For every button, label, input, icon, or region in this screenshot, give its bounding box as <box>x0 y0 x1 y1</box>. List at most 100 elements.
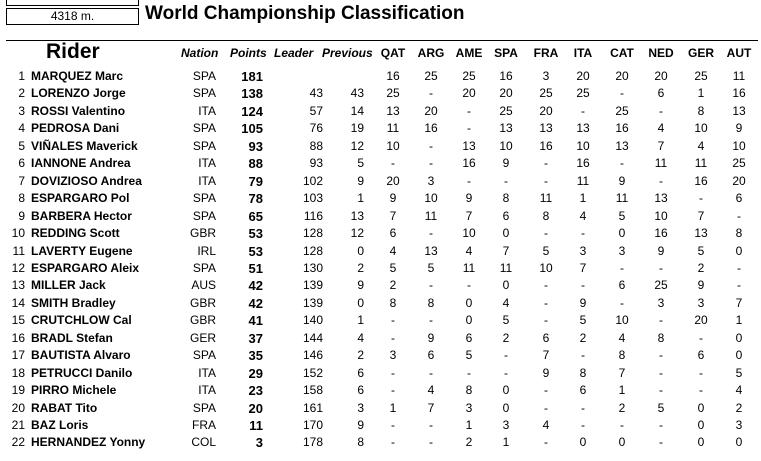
race-points-fra: 7 <box>542 348 550 363</box>
rider-name: HERNANDEZ Yonny <box>31 435 146 450</box>
race-points-ger: 4 <box>697 138 705 153</box>
race-points-ita: 20 <box>576 69 590 83</box>
rider-nation: ITA <box>198 383 216 398</box>
rider-points: 42 <box>248 295 263 311</box>
rider-nation: SPA <box>192 260 216 275</box>
rider-position: 2 <box>18 86 25 101</box>
race-points-ame: 0 <box>465 295 473 310</box>
gap-to-previous: 0 <box>357 243 364 258</box>
race-points-aut: 8 <box>735 226 743 241</box>
race-points-ned: 25 <box>654 278 668 293</box>
table-row: 4 PEDROSA Dani SPA 105 76 19 11 16 - 13 13 13 16 4 10 9 <box>0 120 761 138</box>
race-points-ita: 3 <box>579 243 587 258</box>
race-points-aut: 6 <box>735 191 743 206</box>
race-points-aut: - <box>737 278 741 293</box>
race-points-fra: - <box>544 226 548 241</box>
table-row: 17 BAUTISTA Alvaro SPA 35 146 2 3 6 5 - 7 - 8 - 6 0 <box>0 347 761 365</box>
race-points-ger: 16 <box>694 173 708 188</box>
rider-points: 79 <box>248 173 263 189</box>
race-points-fra: 10 <box>539 260 553 275</box>
rider-points: 23 <box>248 383 263 399</box>
race-points-spa: 7 <box>502 243 510 258</box>
race-points-ger: 8 <box>697 103 705 118</box>
race-points-fra: 4 <box>542 418 550 432</box>
race-points-spa: 20 <box>499 86 513 101</box>
race-points-ned: - <box>659 173 663 188</box>
race-points-ned: - <box>659 365 663 380</box>
race-points-cat: 25 <box>615 103 629 118</box>
rider-position: 21 <box>11 418 25 432</box>
race-points-ame: 0 <box>465 313 473 328</box>
gap-to-leader: 139 <box>302 295 323 310</box>
race-points-ned: 7 <box>657 138 665 153</box>
rider-position: 7 <box>18 173 25 188</box>
gap-to-leader: 43 <box>309 86 323 101</box>
gap-to-previous: 13 <box>350 208 364 223</box>
rider-position: 22 <box>11 435 25 450</box>
race-points-ger: 7 <box>697 208 705 223</box>
race-points-aut: 16 <box>732 86 746 101</box>
race-points-fra: 11 <box>539 191 553 206</box>
rider-points: 51 <box>248 260 263 276</box>
race-points-ned: 11 <box>654 156 668 171</box>
race-points-arg: 10 <box>424 191 438 206</box>
race-points-aut: 5 <box>735 365 743 380</box>
race-points-fra: - <box>544 278 548 293</box>
race-points-cat: - <box>620 86 624 101</box>
race-points-cat: 16 <box>615 121 629 136</box>
race-points-aut: 25 <box>732 156 746 171</box>
race-points-ger: 2 <box>697 260 705 275</box>
rider-points: 11 <box>249 418 263 433</box>
gap-to-previous: 12 <box>350 138 364 153</box>
rider-name: BAUTISTA Alvaro <box>31 348 131 363</box>
race-points-ita: - <box>581 400 585 415</box>
race-points-qat: - <box>391 435 395 450</box>
race-points-cat: 11 <box>615 191 629 206</box>
race-points-qat: 11 <box>386 121 400 136</box>
col-header-race-ger: GER <box>687 46 714 60</box>
race-points-ned: 8 <box>657 330 665 345</box>
rider-name: BARBERA Hector <box>31 208 132 223</box>
race-points-spa: 25 <box>499 103 513 118</box>
race-points-ita: 1 <box>579 191 587 206</box>
race-points-ame: - <box>467 173 471 188</box>
table-row: 6 IANNONE Andrea ITA 88 93 5 - - 16 9 - 16 - 11 11 25 <box>0 155 761 173</box>
race-points-ame: 4 <box>465 243 473 258</box>
col-header-rider: Rider <box>46 40 100 63</box>
race-points-fra: 8 <box>542 208 550 223</box>
rider-name: REDDING Scott <box>31 226 120 241</box>
race-points-cat: - <box>620 260 624 275</box>
race-points-ame: 1 <box>465 418 473 432</box>
rider-name: MILLER Jack <box>31 278 106 293</box>
col-header-race-fra: FRA <box>533 46 559 60</box>
rider-nation: SPA <box>192 121 216 136</box>
race-points-ned: 20 <box>654 69 668 83</box>
gap-to-previous: 8 <box>357 435 364 450</box>
race-points-aut: 7 <box>735 295 743 310</box>
rider-name: PETRUCCI Danilo <box>31 365 133 380</box>
race-points-arg: 16 <box>424 121 438 136</box>
gap-to-previous: 1 <box>357 313 364 328</box>
table-row: 8 ESPARGARO Pol SPA 78 103 1 9 10 9 8 11 1 11 13-6 <box>0 190 761 208</box>
race-points-ita: 4 <box>579 208 587 223</box>
gap-to-previous: 9 <box>357 418 364 432</box>
race-points-ger: 0 <box>697 435 705 450</box>
race-points-cat: 1 <box>618 383 626 398</box>
rider-name: PEDROSA Dani <box>31 121 120 136</box>
race-points-spa: 13 <box>499 121 513 136</box>
race-points-ned: 6 <box>657 86 665 101</box>
race-points-fra: 20 <box>539 103 553 118</box>
gap-to-previous: 2 <box>357 348 364 363</box>
race-points-spa: 1 <box>502 435 510 450</box>
gap-to-leader: 170 <box>302 418 323 432</box>
race-points-cat: 20 <box>615 69 629 83</box>
rider-position: 13 <box>11 278 25 293</box>
race-points-ned: 5 <box>657 400 665 415</box>
race-points-fra: 3 <box>542 69 550 83</box>
circuit-length: 4318 m. <box>6 8 139 25</box>
rider-points: 105 <box>241 121 263 137</box>
race-points-arg: 5 <box>427 260 435 275</box>
race-points-ger: 13 <box>694 226 708 241</box>
header-divider <box>6 40 758 41</box>
rider-nation: COL <box>191 435 216 450</box>
